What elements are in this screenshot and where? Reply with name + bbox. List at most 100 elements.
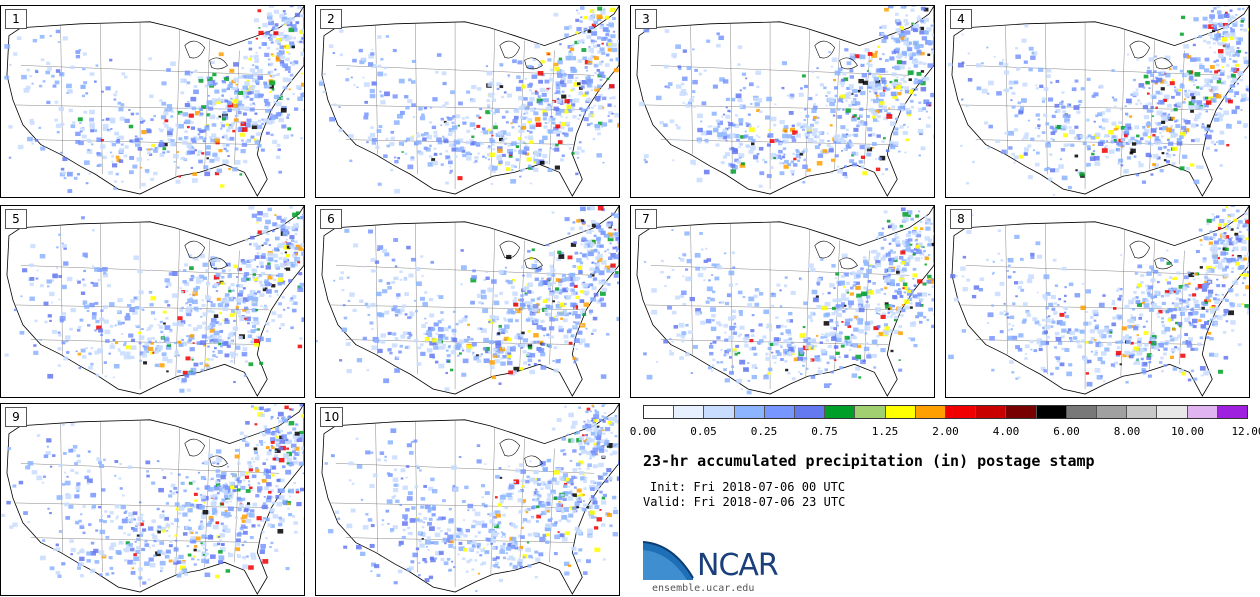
precip-cell <box>82 252 88 257</box>
precip-cell <box>911 52 917 57</box>
precip-cell <box>469 153 473 156</box>
precip-cell <box>494 122 497 125</box>
precip-cell <box>33 344 37 347</box>
precip-cell <box>666 85 669 88</box>
precip-cell <box>607 115 610 117</box>
precip-cell <box>580 108 586 113</box>
precip-cell <box>1147 66 1150 69</box>
precip-cell <box>362 336 367 341</box>
precip-cell <box>189 121 194 125</box>
precip-cell <box>573 338 580 343</box>
precip-cell <box>146 148 149 151</box>
precip-cell <box>862 80 868 85</box>
precip-cell <box>102 305 108 309</box>
precip-cell <box>39 284 44 288</box>
precip-cell <box>52 84 57 88</box>
precip-cell <box>485 65 489 68</box>
precip-cell <box>196 341 202 345</box>
precip-cell <box>559 251 565 256</box>
precip-cell <box>887 311 890 314</box>
precip-cell <box>886 114 893 119</box>
precip-cell <box>404 313 408 316</box>
precip-cell <box>117 349 121 352</box>
precip-cell <box>1148 87 1151 90</box>
precip-cell <box>542 135 548 141</box>
precip-cell <box>594 268 601 273</box>
precip-cell <box>189 296 193 300</box>
precip-cell <box>838 141 841 145</box>
precip-cell <box>192 299 198 305</box>
precip-cell <box>1188 76 1194 81</box>
precip-cell <box>240 259 245 263</box>
precip-cell <box>616 250 619 253</box>
precip-cell <box>489 365 495 370</box>
precip-cell <box>504 330 508 334</box>
precip-cell <box>565 55 572 61</box>
precip-cell <box>165 335 169 339</box>
precip-cell <box>442 81 447 86</box>
precip-cell <box>391 307 397 312</box>
precip-cell <box>1152 153 1159 159</box>
precip-cell <box>848 139 852 142</box>
precip-cell <box>1132 91 1139 97</box>
precip-cell <box>233 319 236 322</box>
precip-cell <box>1236 46 1240 50</box>
precip-cell <box>211 133 217 138</box>
precip-cell <box>172 322 178 327</box>
precip-cell <box>548 279 551 282</box>
precip-cell <box>1135 173 1140 177</box>
precip-cell <box>254 338 260 344</box>
precip-cell <box>505 349 511 354</box>
precip-cell <box>224 99 229 103</box>
precip-cell <box>256 276 260 279</box>
precip-cell <box>256 221 259 224</box>
precip-cell <box>217 283 221 286</box>
precip-cell <box>1122 143 1126 146</box>
precip-cell <box>75 350 78 353</box>
precip-cell <box>1093 155 1100 161</box>
precip-cell <box>1013 155 1019 160</box>
precip-cell <box>274 68 277 71</box>
precip-cell <box>104 375 108 378</box>
precip-cell <box>1215 76 1220 80</box>
precip-cell <box>58 275 62 278</box>
precip-cell <box>507 148 513 154</box>
map-panel: 3 <box>630 5 935 198</box>
precip-cell <box>399 278 403 281</box>
precip-cell <box>810 344 814 348</box>
precip-cell <box>596 241 601 244</box>
precip-cell <box>882 89 886 92</box>
precip-cell <box>830 108 836 114</box>
precip-cell <box>1183 119 1188 123</box>
precip-cell <box>1171 72 1174 75</box>
precip-cell <box>1028 67 1033 72</box>
precip-cell <box>1173 86 1177 89</box>
precip-cell <box>703 169 710 175</box>
precip-cell <box>531 291 535 294</box>
precip-cell <box>923 7 929 12</box>
precip-cell <box>1245 88 1249 91</box>
precip-cell <box>210 358 214 361</box>
precip-cell <box>823 321 830 326</box>
precip-cell <box>599 63 603 66</box>
precip-cell <box>722 155 728 159</box>
precip-cell <box>241 142 248 147</box>
precip-cell <box>134 138 140 143</box>
precip-cell <box>199 112 204 116</box>
precip-cell <box>235 306 239 309</box>
precip-cell <box>594 262 597 265</box>
precip-cell <box>1214 33 1219 38</box>
precip-cell <box>1215 63 1220 67</box>
precip-cell <box>124 145 129 149</box>
precip-cell <box>294 27 298 30</box>
state-boundary <box>20 265 280 276</box>
precip-cell <box>392 48 397 53</box>
precip-cell <box>478 354 483 358</box>
precip-cell <box>186 81 191 85</box>
precip-cell <box>262 287 268 292</box>
precip-cell <box>511 278 516 282</box>
precip-cell <box>888 107 891 110</box>
precip-cell <box>552 121 556 125</box>
precip-cell <box>259 261 264 265</box>
precip-cell <box>262 286 265 289</box>
